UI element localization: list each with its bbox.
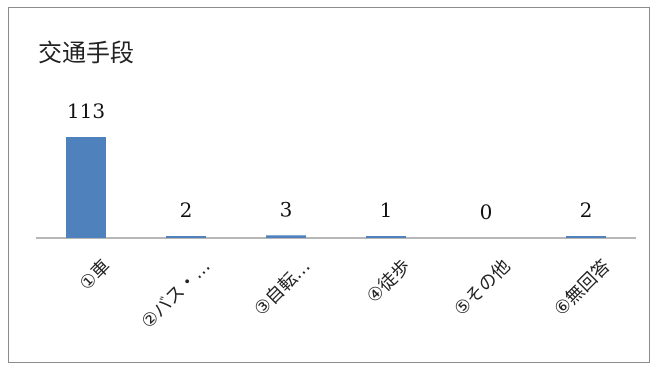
data-label-1: 113	[67, 99, 105, 123]
data-label-5: 0	[480, 200, 493, 224]
data-label-3: 3	[280, 197, 293, 221]
bar-2	[166, 236, 206, 238]
data-label-2: 2	[180, 198, 193, 222]
chart-title: 交通手段	[38, 39, 134, 67]
data-label-4: 1	[380, 198, 393, 222]
bar-4	[366, 236, 406, 238]
category-label-4: ④徒歩	[363, 256, 415, 308]
category-label-6: ⑥無回答	[550, 256, 614, 320]
category-label-2: ②バス・…	[137, 256, 214, 333]
category-label-1: ①車	[76, 256, 115, 295]
category-label-5: ⑤その他	[450, 256, 514, 320]
data-label-6: 2	[580, 198, 593, 222]
bar-3	[266, 235, 306, 238]
chart-frame	[8, 7, 650, 363]
category-label-3: ③自転…	[250, 256, 314, 320]
bar-1	[66, 137, 106, 238]
bar-6	[566, 236, 606, 238]
